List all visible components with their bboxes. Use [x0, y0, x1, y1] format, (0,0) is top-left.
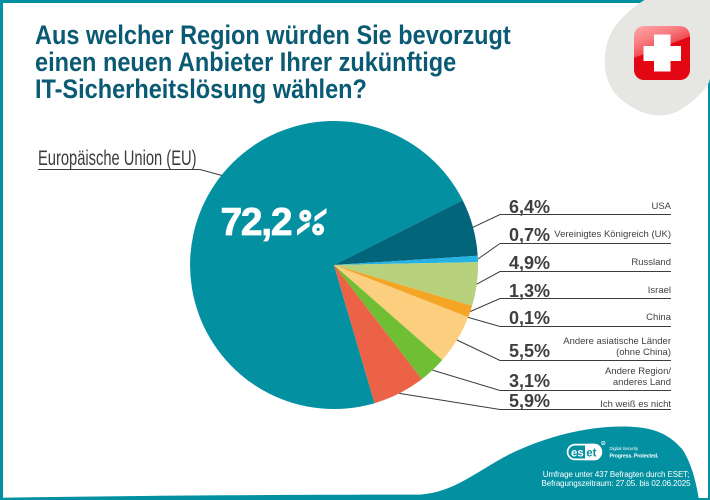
- svg-text:Digital Security: Digital Security: [610, 446, 640, 451]
- svg-text:es: es: [571, 448, 584, 460]
- svg-text:Progress. Protected.: Progress. Protected.: [610, 454, 659, 460]
- svg-text:et: et: [586, 448, 596, 460]
- svg-text:R: R: [602, 442, 604, 446]
